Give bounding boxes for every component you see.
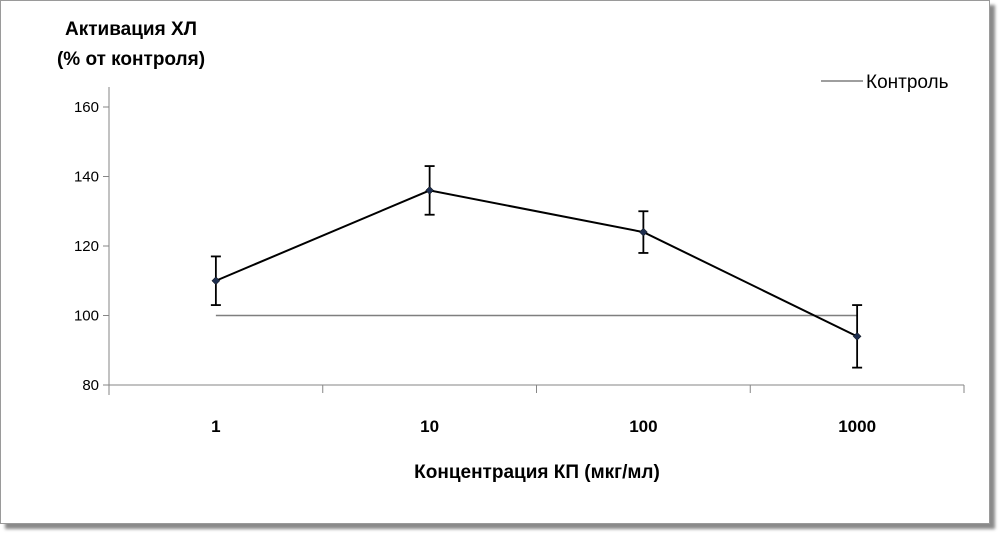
x-tick-label: 10 [420,417,439,436]
data-point [425,186,434,195]
y-axis: 80 100 120 140 160 [74,87,110,395]
series-layer [210,165,863,369]
y-tick-label: 80 [82,377,99,394]
x-tick-label: 1000 [838,417,876,436]
data-point [211,276,221,286]
x-axis: 1 10 100 1000 [108,384,965,436]
data-point [852,331,862,341]
x-tick-label: 1 [211,417,220,436]
y-axis-title-line1: Активация ХЛ [65,19,197,40]
chart-frame: 80 100 120 140 160 1 10 100 1000 Активация ХЛ (… [0,0,990,524]
x-axis-title: Концентрация КП (мкг/мл) [414,462,660,483]
main-series-line [215,189,858,338]
data-point [639,227,648,237]
y-tick-label: 160 [74,99,99,116]
legend: Контроль [821,72,949,93]
x-tick-label: 100 [629,417,657,436]
y-tick-label: 140 [74,169,99,186]
y-tick-label: 120 [74,238,99,255]
y-tick-label: 100 [74,308,99,325]
y-axis-title-line2: (% от контроля) [57,49,205,70]
legend-label-control: Контроль [866,72,949,93]
